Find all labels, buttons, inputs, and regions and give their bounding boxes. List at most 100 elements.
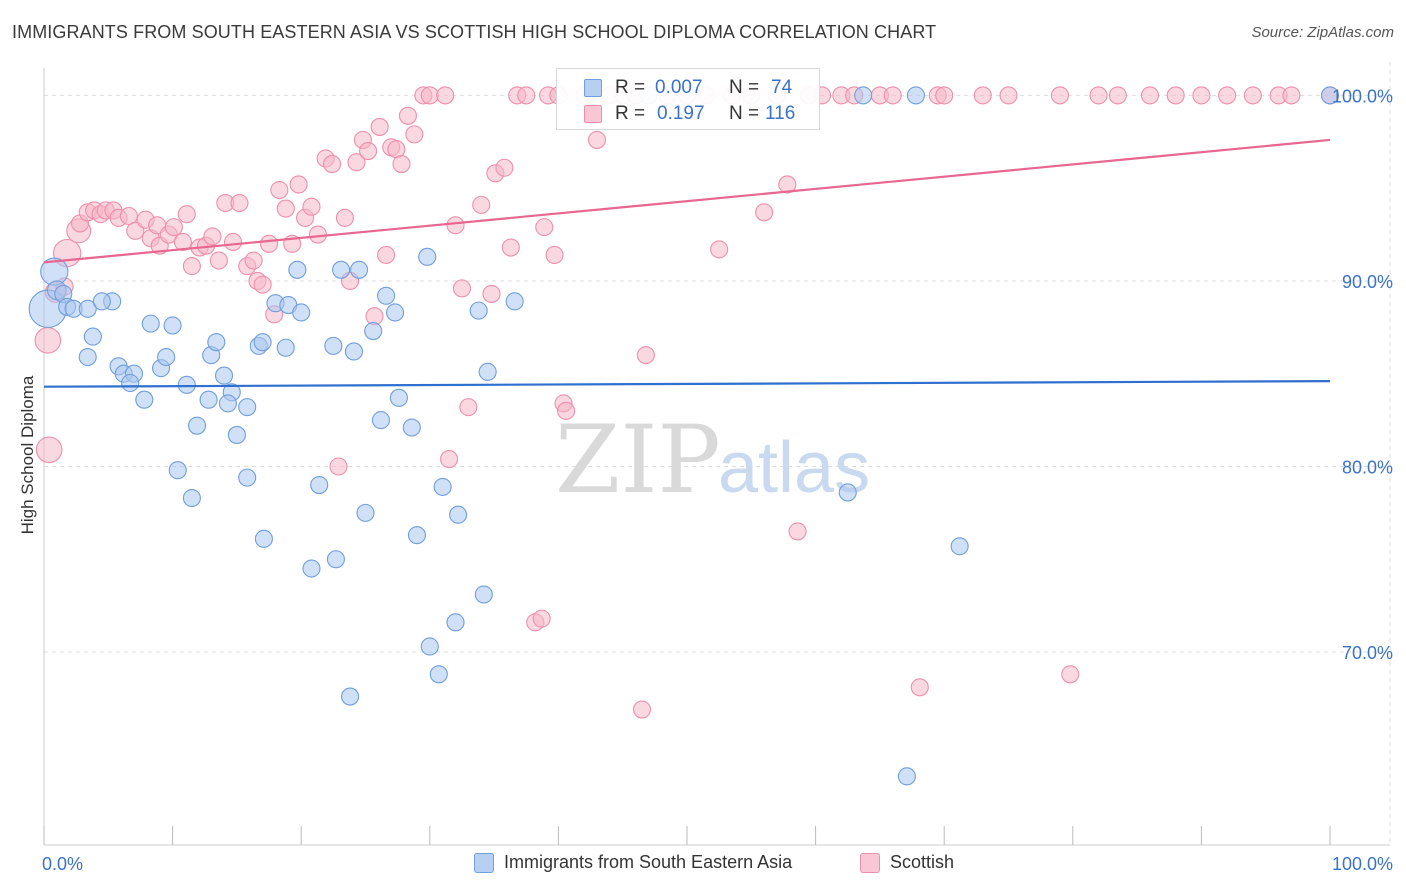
data-point-scottish <box>359 142 378 161</box>
data-point-scottish <box>392 154 411 174</box>
data-point-scottish <box>446 216 465 235</box>
data-point-scottish <box>973 86 992 105</box>
data-point-scottish <box>377 245 396 265</box>
data-point-sea <box>505 292 524 311</box>
data-point-scottish <box>501 238 520 257</box>
data-point-scottish <box>173 232 192 252</box>
data-point-scottish <box>335 208 354 227</box>
data-point-scottish <box>182 257 201 276</box>
data-point-scottish <box>495 158 514 177</box>
data-point-scottish <box>452 279 472 298</box>
data-point-scottish <box>289 175 308 194</box>
legend-swatch-sea <box>474 852 494 873</box>
data-point-sea <box>187 416 207 435</box>
data-point-scottish <box>302 197 321 216</box>
data-point-scottish <box>910 678 929 697</box>
data-point-scottish <box>883 86 902 105</box>
data-point-sea <box>78 299 97 318</box>
data-point-sea <box>386 303 405 322</box>
data-point-sea <box>389 388 408 407</box>
stats-r-label: R = <box>615 77 646 98</box>
data-point-sea <box>326 550 345 569</box>
data-point-sea <box>218 394 237 413</box>
legend-item-scottish[interactable]: Scottish <box>860 852 954 873</box>
data-point-sea <box>310 475 329 495</box>
trend-lines <box>43 138 1331 388</box>
data-point-scottish <box>209 251 228 270</box>
data-point-sea <box>897 767 916 786</box>
data-point-sea <box>1320 86 1340 105</box>
data-point-sea <box>157 347 176 367</box>
data-point-sea <box>78 347 97 367</box>
data-point-sea <box>469 301 488 320</box>
data-point-scottish <box>935 86 954 105</box>
data-point-sea <box>238 398 257 417</box>
data-point-sea <box>92 292 111 311</box>
data-point-scottish <box>778 175 797 194</box>
data-point-scottish <box>126 221 145 240</box>
data-point-scottish <box>347 153 366 172</box>
data-point-sea <box>449 505 468 524</box>
data-point-sea <box>332 260 351 279</box>
data-point-sea <box>292 303 311 322</box>
data-point-scottish <box>323 154 342 174</box>
legend-item-sea[interactable]: Immigrants from South Eastern Asia <box>474 852 792 873</box>
data-point-scottish <box>276 199 295 218</box>
data-point-scottish <box>420 86 439 105</box>
watermark-zip: ZIP <box>555 406 721 515</box>
source-credit: Source: ZipAtlas.com <box>1251 24 1394 41</box>
data-point-sea <box>364 321 383 341</box>
data-point-scottish <box>370 117 389 136</box>
stats-legend: R = 0.007 N = 74 R = 0.197 N = 116 <box>556 68 820 130</box>
data-point-sea <box>429 665 448 684</box>
stats-r-sea: 0.007 <box>655 77 703 98</box>
data-point-scottish <box>230 193 249 213</box>
stats-swatch-scottish <box>584 105 602 123</box>
stats-row-sea: R = 0.007 N = 74 <box>557 75 819 101</box>
data-point-sea <box>214 366 234 385</box>
data-point-scottish <box>203 227 222 246</box>
data-point-scottish <box>1243 86 1262 105</box>
data-point-sea <box>854 86 873 105</box>
y-tick-label: 70.0% <box>1342 643 1393 663</box>
data-point-scottish <box>270 180 289 200</box>
data-point-scottish <box>1050 86 1069 105</box>
data-point-scottish <box>788 522 807 541</box>
data-point-scottish <box>1140 86 1160 105</box>
data-point-scottish <box>398 106 417 125</box>
data-point-scottish <box>636 346 655 365</box>
legend-label-scottish: Scottish <box>890 852 955 872</box>
stats-row-scottish: R = 0.197 N = 116 <box>557 101 819 127</box>
data-point-scottish <box>472 195 491 214</box>
data-point-sea <box>135 390 154 409</box>
data-point-sea <box>168 461 187 480</box>
x-tick-label-max: 100.0% <box>1332 854 1393 874</box>
data-point-sea <box>182 488 201 508</box>
data-point-scottish <box>999 86 1018 105</box>
data-point-scottish <box>459 398 478 417</box>
data-point-scottish <box>517 86 536 105</box>
data-point-sea <box>253 333 272 352</box>
bottom-legend: Immigrants from South Eastern Asia Scott… <box>0 852 1406 878</box>
axes <box>43 68 1390 846</box>
data-point-scottish <box>164 218 183 237</box>
stats-n-label: N = <box>729 77 760 98</box>
stats-r-scottish: 0.197 <box>657 103 705 124</box>
stats-n-sea: 74 <box>771 77 793 98</box>
trend-line-scottish <box>43 138 1331 264</box>
data-point-sea <box>950 537 969 556</box>
data-point-scottish <box>1282 86 1301 105</box>
data-point-scottish <box>587 130 607 149</box>
data-point-scottish <box>1218 86 1237 105</box>
data-point-sea <box>402 418 421 437</box>
data-point-sea <box>407 526 426 545</box>
data-point-scottish <box>1166 86 1185 105</box>
data-point-scottish <box>253 275 272 294</box>
y-tick-label: 80.0% <box>1342 457 1393 477</box>
data-point-scottish <box>545 245 564 265</box>
data-point-scottish <box>1108 86 1127 105</box>
data-point-sea <box>356 503 375 522</box>
data-point-scottish <box>259 234 279 253</box>
data-point-sea <box>288 260 307 279</box>
